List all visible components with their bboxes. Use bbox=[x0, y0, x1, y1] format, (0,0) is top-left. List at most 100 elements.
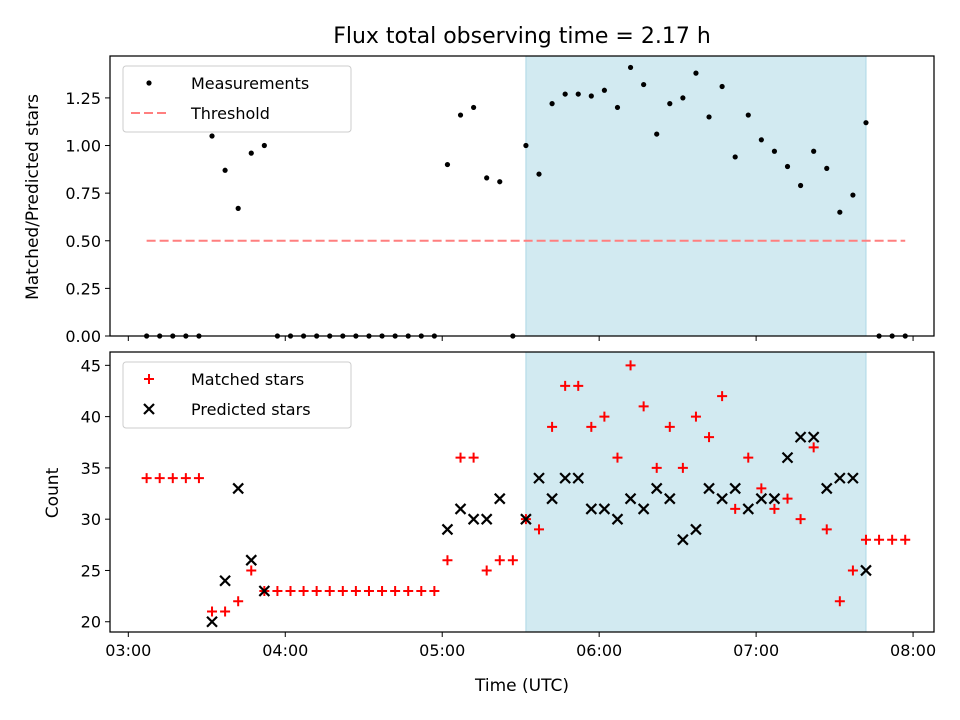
measurement-point bbox=[627, 64, 634, 71]
bottom-panel: 03:00 04:00 05:00 06:00 07:00 08:00 20 25 30 35 40… bbox=[43, 351, 936, 660]
predicted-star-point bbox=[533, 472, 545, 484]
matched-star-point bbox=[573, 380, 584, 391]
predicted-star-point bbox=[206, 615, 218, 628]
matched-star-point bbox=[677, 462, 688, 473]
matched-star-point bbox=[717, 391, 728, 402]
matched-star-point bbox=[638, 401, 649, 412]
measurement-point bbox=[614, 104, 621, 111]
predicted-star-point bbox=[572, 472, 585, 484]
matched-star-point bbox=[403, 585, 414, 596]
measurement-point bbox=[654, 131, 660, 137]
predicted-star-point bbox=[520, 513, 532, 525]
matched-star-point bbox=[180, 473, 191, 484]
predicted-star-point bbox=[637, 503, 650, 515]
bottom-ticks: 03:00 04:00 05:00 06:00 07:00 08:00 20 25 30 35 40… bbox=[81, 356, 936, 660]
matched-star-point bbox=[377, 585, 388, 596]
predicted-star-point bbox=[716, 492, 728, 505]
measurement-point bbox=[771, 148, 778, 154]
measurement-point bbox=[248, 150, 254, 156]
x-axis-label: Time (UTC) bbox=[474, 676, 569, 696]
legend-label: Threshold bbox=[190, 104, 270, 123]
y-tick-label: 0.25 bbox=[65, 279, 101, 298]
predicted-star-point bbox=[650, 482, 663, 495]
bottom-highlight-span bbox=[525, 351, 867, 633]
legend-predicted-swatch bbox=[143, 403, 155, 415]
legend-box bbox=[122, 65, 352, 133]
matched-star-point bbox=[847, 565, 858, 576]
matched-star-point bbox=[704, 432, 715, 443]
matched-star-point bbox=[534, 524, 545, 535]
matched-star-point bbox=[167, 473, 178, 484]
y-tick-label: 0.00 bbox=[65, 327, 101, 346]
y-tick-label: 25 bbox=[81, 561, 101, 580]
measurement-point bbox=[732, 154, 738, 160]
x-tick-label: 06:00 bbox=[576, 641, 622, 660]
predicted-star-point bbox=[454, 503, 467, 515]
bottom-legend: Matched stars Predicted stars bbox=[122, 361, 352, 429]
matched-star-point bbox=[337, 585, 348, 596]
matched-star-point bbox=[468, 452, 479, 463]
measurement-point bbox=[680, 95, 686, 101]
top-panel: 0.00 0.25 0.50 0.75 1.00 1.25 Matched/Predict… bbox=[23, 55, 935, 346]
predicted-star-point bbox=[219, 574, 231, 587]
matched-star-point bbox=[586, 421, 597, 432]
matched-star-point bbox=[350, 585, 361, 596]
x-tick-label: 08:00 bbox=[890, 641, 936, 660]
predicted-star-point bbox=[834, 472, 846, 484]
matched-star-point bbox=[141, 473, 152, 484]
predicted-star-point bbox=[768, 492, 781, 505]
bottom-axes-frame bbox=[109, 351, 935, 633]
predicted-star-point bbox=[585, 503, 598, 515]
measurement-point bbox=[758, 137, 764, 143]
matched-star-point bbox=[743, 452, 754, 463]
matched-star-point bbox=[821, 524, 832, 535]
measurement-point bbox=[745, 112, 751, 118]
predicted-star-point bbox=[664, 492, 676, 505]
measurement-point bbox=[235, 205, 241, 211]
predicted-star-point bbox=[611, 513, 624, 525]
legend-box bbox=[122, 361, 352, 429]
predicted-star-point bbox=[258, 585, 271, 597]
measurement-point bbox=[209, 133, 215, 139]
measurement-point bbox=[484, 175, 490, 181]
predicted-star-point bbox=[232, 482, 244, 495]
matched-star-point bbox=[363, 585, 374, 596]
x-tick-label: 04:00 bbox=[262, 641, 308, 660]
y-tick-label: 0.50 bbox=[65, 232, 101, 251]
matched-star-point bbox=[246, 565, 257, 576]
measurement-point bbox=[457, 112, 464, 118]
predicted-star-point bbox=[703, 482, 715, 495]
matched-star-point bbox=[324, 585, 335, 596]
predicted-star-point bbox=[807, 431, 820, 443]
measurement-point bbox=[641, 81, 647, 88]
top-axes-frame bbox=[109, 55, 935, 337]
predicted-star-point bbox=[847, 472, 859, 484]
matched-star-point bbox=[900, 534, 911, 545]
measurement-point bbox=[444, 161, 451, 168]
y-tick-label: 45 bbox=[81, 356, 101, 375]
x-tick-label: 03:00 bbox=[105, 641, 151, 660]
x-tick-label: 05:00 bbox=[419, 641, 465, 660]
measurement-point bbox=[667, 101, 673, 107]
measurement-point bbox=[588, 93, 594, 99]
matched-star-point bbox=[233, 596, 244, 607]
measurement-point bbox=[863, 120, 869, 126]
predicted-star-point bbox=[677, 533, 689, 546]
matched-star-point bbox=[664, 421, 675, 432]
predicted-star-point bbox=[690, 523, 702, 536]
top-highlight-span bbox=[525, 55, 867, 337]
matched-star-point bbox=[560, 380, 571, 391]
measurement-point bbox=[549, 101, 555, 107]
measurement-point bbox=[837, 209, 843, 215]
measurement-point bbox=[824, 165, 830, 171]
matched-star-point bbox=[795, 514, 806, 525]
matched-star-point bbox=[782, 493, 793, 504]
measurement-point bbox=[601, 87, 608, 93]
matched-star-point bbox=[651, 462, 662, 473]
y-tick-label: 20 bbox=[81, 613, 101, 632]
measurement-point bbox=[536, 171, 542, 177]
predicted-star-point bbox=[493, 492, 506, 505]
matched-star-point bbox=[220, 606, 231, 617]
matched-star-point bbox=[442, 555, 453, 566]
matched-star-point bbox=[808, 442, 819, 453]
